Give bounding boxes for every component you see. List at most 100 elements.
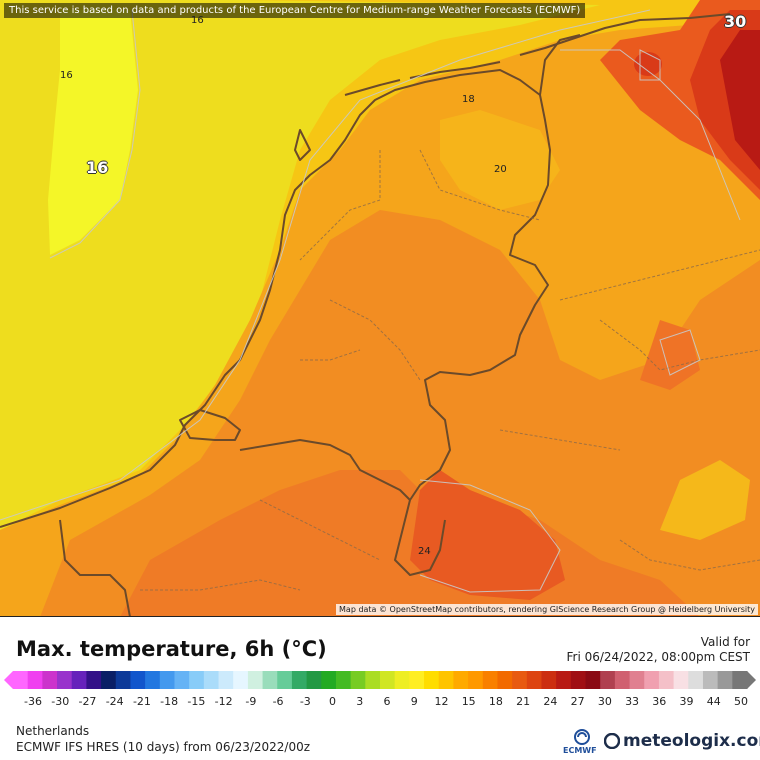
scale-swatch	[702, 671, 719, 689]
scale-swatch	[321, 671, 337, 689]
scale-tick-label: 12	[434, 695, 449, 708]
scale-tick-label: 50	[734, 695, 748, 708]
meteologix-logo-icon	[604, 733, 620, 749]
scale-swatch	[101, 671, 117, 689]
color-scale-bar	[4, 671, 756, 689]
scale-tick-label: -15	[187, 695, 206, 708]
scale-swatch	[629, 671, 645, 689]
scale-tick-label: -21	[132, 695, 151, 708]
ecmwf-notice: This service is based on data and produc…	[4, 3, 586, 18]
scale-tick-label: -3	[299, 695, 311, 708]
scale-swatch	[159, 671, 175, 689]
scale-swatch	[600, 671, 616, 689]
scale-tick-label: 18	[488, 695, 503, 708]
scale-tick-label: 6	[383, 695, 391, 708]
scale-tick-label: -9	[245, 695, 257, 708]
scale-swatch	[732, 671, 748, 689]
scale-swatch	[145, 671, 161, 689]
scale-tick-label: -18	[160, 695, 179, 708]
scale-swatch	[512, 671, 528, 689]
scale-tick-label: -36	[24, 695, 42, 708]
scale-swatch	[189, 671, 205, 689]
map-canvas	[0, 0, 760, 616]
contour-label: 20	[494, 164, 507, 175]
scale-tick-label: 33	[625, 695, 640, 708]
scale-swatch	[453, 671, 469, 689]
brand-text: meteologix.com	[623, 731, 760, 751]
scale-tick-label: 0	[329, 695, 337, 708]
scale-swatch	[556, 671, 572, 689]
scale-swatch	[482, 671, 498, 689]
scale-tick-label: -6	[272, 695, 284, 708]
contour-label: 24	[418, 546, 431, 557]
scale-swatch	[365, 671, 381, 689]
contour-label: 18	[462, 94, 475, 105]
scale-swatch	[13, 671, 29, 689]
scale-swatch	[468, 671, 484, 689]
contour-label: 16	[60, 70, 73, 81]
scale-tick-label: 39	[679, 695, 694, 708]
scale-tick-label: 3	[356, 695, 364, 708]
ecmwf-logo-text: ECMWF	[563, 746, 597, 755]
scale-swatch	[86, 671, 102, 689]
valid-date: Fri 06/24/2022, 08:00pm CEST	[566, 650, 750, 664]
scale-swatch	[130, 671, 146, 689]
scale-swatch	[541, 671, 557, 689]
scale-tick-label: 30	[597, 695, 612, 708]
scale-swatch	[262, 671, 278, 689]
scale-swatch	[614, 671, 631, 689]
scale-swatch	[218, 671, 234, 689]
meteologix-brand[interactable]: meteologix.com	[606, 731, 760, 751]
scale-tick-label: 21	[516, 695, 531, 708]
map-title: Max. temperature, 6h (°C)	[16, 637, 327, 661]
scale-swatch	[71, 671, 87, 689]
scale-swatch	[438, 671, 454, 689]
scale-swatch	[247, 671, 264, 689]
scale-swatch	[673, 671, 689, 689]
scale-swatch	[526, 671, 542, 689]
region-name: Netherlands	[16, 724, 90, 738]
scale-arrow-right	[747, 671, 756, 689]
scale-swatch	[424, 671, 440, 689]
contour-label: 16	[191, 15, 204, 26]
model-run: ECMWF IFS HRES (10 days) from 06/23/2022…	[16, 740, 311, 754]
ecmwf-logo-icon[interactable]	[562, 728, 602, 756]
scale-tick-label: -24	[105, 695, 124, 708]
scale-tick-label: 24	[543, 695, 558, 708]
scale-tick-label: 27	[570, 695, 585, 708]
scale-tick-label: -30	[51, 695, 70, 708]
scale-swatch	[570, 671, 587, 689]
scale-tick-label: -27	[78, 695, 97, 708]
scale-swatch	[409, 671, 425, 689]
scale-swatch	[688, 671, 704, 689]
scale-swatch	[27, 671, 43, 689]
scale-swatch	[497, 671, 513, 689]
scale-swatch	[644, 671, 660, 689]
contour-label-large: 16	[86, 158, 109, 177]
contour-label-large: 30	[724, 12, 747, 31]
scale-swatch	[233, 671, 249, 689]
scale-tick-label: 9	[410, 695, 418, 708]
scale-swatch	[291, 671, 308, 689]
valid-label: Valid for	[700, 635, 750, 649]
scale-tick-label: -12	[214, 695, 233, 708]
scale-swatch	[42, 671, 58, 689]
scale-swatch	[350, 671, 366, 689]
scale-swatch	[115, 671, 131, 689]
scale-tick-label: 44	[706, 695, 721, 708]
scale-swatch	[585, 671, 601, 689]
scale-swatch	[394, 671, 410, 689]
scale-swatch	[717, 671, 733, 689]
scale-swatch	[335, 671, 352, 689]
scale-arrow-left	[4, 671, 13, 689]
scale-swatch	[203, 671, 220, 689]
map-attribution[interactable]: Map data © OpenStreetMap contributors, r…	[336, 604, 758, 615]
scale-tick-label: 15	[461, 695, 476, 708]
scale-tick-label: 36	[652, 695, 667, 708]
scale-swatch	[380, 671, 396, 689]
scale-swatch	[174, 671, 190, 689]
scale-swatch	[658, 671, 675, 689]
temperature-map[interactable]: This service is based on data and produc…	[0, 0, 760, 617]
scale-swatch	[306, 671, 322, 689]
scale-swatch	[57, 671, 73, 689]
